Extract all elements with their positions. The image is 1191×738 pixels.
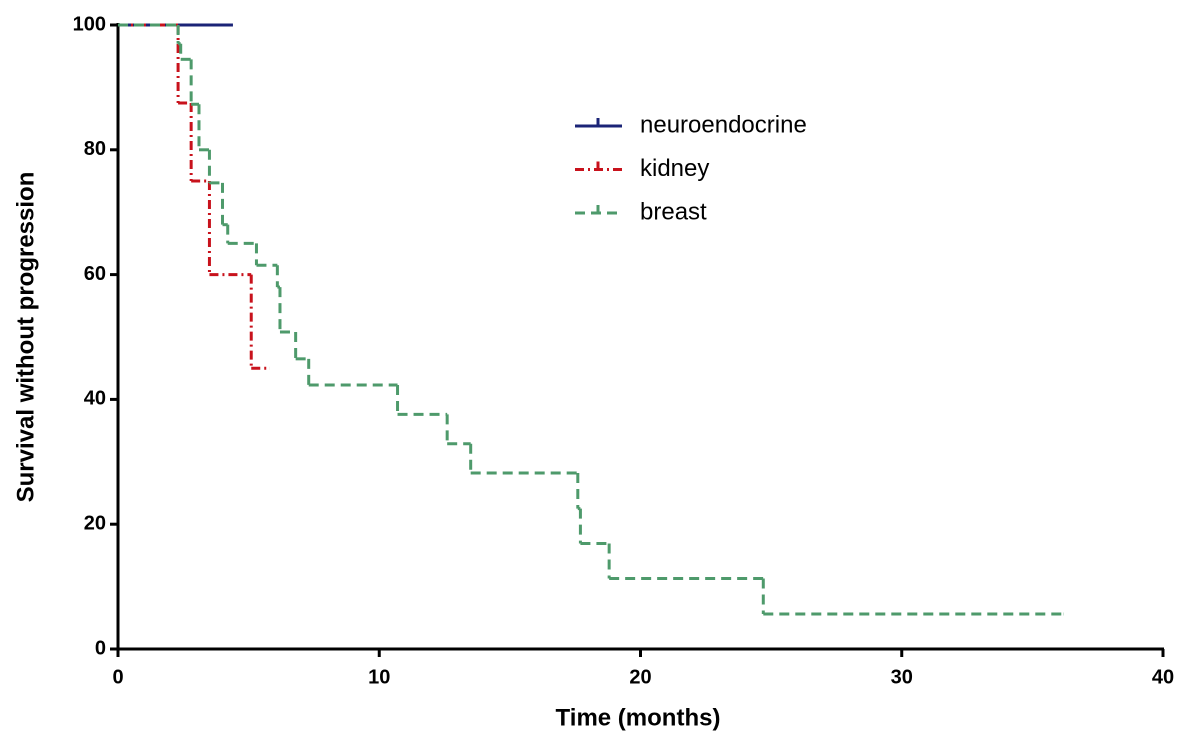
legend-label: neuroendocrine: [640, 111, 807, 138]
x-axis-title: Time (months): [556, 704, 721, 731]
x-tick-label: 40: [1152, 666, 1174, 688]
x-tick-label: 20: [629, 666, 651, 688]
y-tick-label: 0: [95, 637, 106, 659]
x-tick-label: 30: [891, 666, 913, 688]
y-tick-label: 100: [73, 13, 106, 35]
y-tick-label: 40: [84, 388, 106, 410]
y-axis-title: Survival without progression: [12, 172, 39, 503]
y-tick-label: 60: [84, 263, 106, 285]
y-tick-label: 20: [84, 512, 106, 534]
legend-label: kidney: [640, 155, 709, 182]
x-tick-label: 0: [112, 666, 123, 688]
x-tick-label: 10: [368, 666, 390, 688]
legend-label: breast: [640, 198, 707, 225]
y-tick-label: 80: [84, 138, 106, 160]
